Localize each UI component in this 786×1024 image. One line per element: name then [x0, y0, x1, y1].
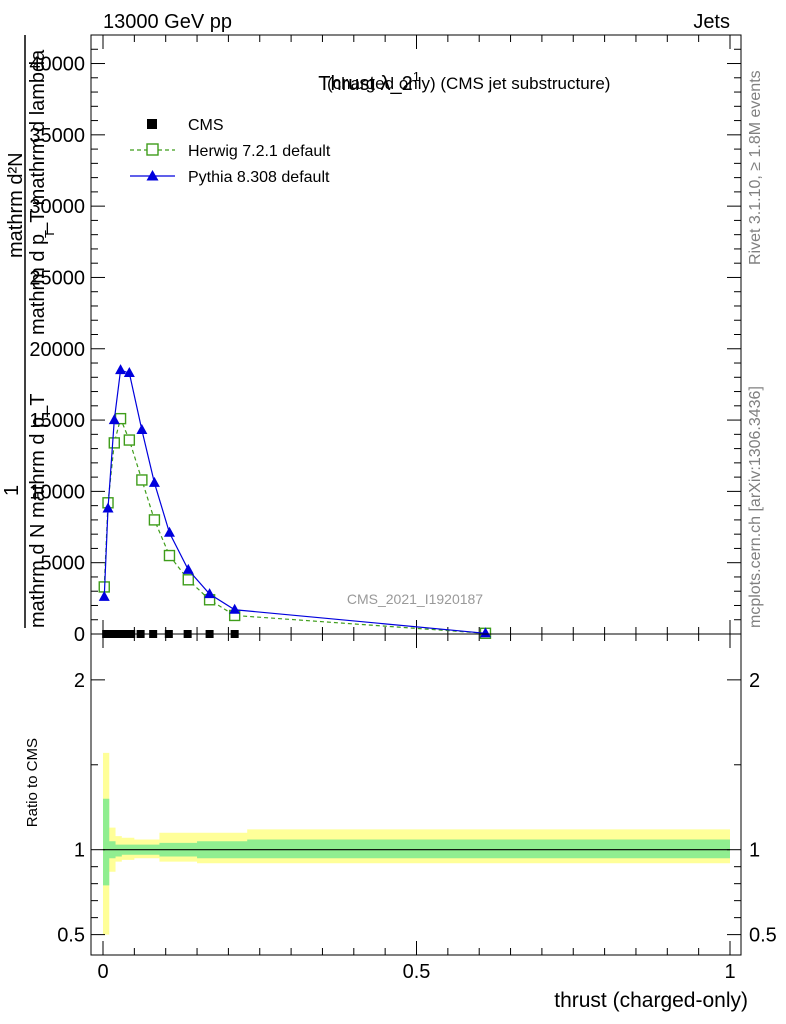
pythia-marker — [204, 588, 216, 599]
ylabel-sub: T — [42, 230, 57, 238]
analysis-watermark: CMS_2021_I1920187 — [347, 591, 483, 607]
main-axis-ticks — [91, 34, 741, 635]
plot-title: Thrust λ_21 — [318, 69, 420, 95]
legend-label-herwig: Herwig 7.2.1 default — [188, 143, 331, 160]
legend: CMS Herwig 7.2.1 default Pythia 8.308 de… — [130, 117, 331, 186]
ratio-frame — [90, 633, 742, 956]
main-ytick-label: 40000 — [29, 54, 85, 76]
ratio-band-inner — [103, 798, 730, 886]
main-ytick-label: 10000 — [29, 481, 85, 503]
ratio-y-axis-label: Ratio to CMS — [24, 738, 41, 827]
pythia-marker — [479, 627, 491, 638]
main-y-axis-label: mathrm d²N mathrm d p_T mathrm d lambda … — [1, 35, 57, 628]
herwig-marker — [136, 474, 148, 486]
main-ytick-label: 30000 — [29, 196, 85, 218]
main-ytick-label: 5000 — [41, 553, 86, 575]
ratio-ytick-label: 2 — [74, 670, 85, 692]
rivet-note: Rivet 3.1.10, ≥ 1.8M events — [747, 70, 764, 265]
x-tick-label: 0 — [97, 961, 108, 983]
main-ytick-label: 0 — [74, 624, 85, 646]
plot-title-suffix: (charged only) (CMS jet substructure) — [327, 74, 610, 93]
ratio-plot-panel: 0.5 0.51 12 2 0 0.5 1 Ratio to CMS thrust (ch… — [24, 633, 777, 1012]
pythia-marker — [182, 563, 194, 574]
pythia-marker — [98, 590, 110, 601]
legend-marker-pythia — [146, 170, 159, 181]
herwig-marker — [123, 434, 136, 446]
herwig-marker — [182, 574, 194, 586]
legend-marker-cms — [147, 119, 157, 129]
ratio-uncertainty-bands — [103, 752, 730, 935]
herwig-marker — [108, 437, 120, 449]
pythia-marker — [229, 603, 241, 614]
pythia-marker — [148, 476, 160, 487]
x-tick-labels: 0 0.5 1 — [97, 961, 735, 983]
main-plot-panel: 0 5000 10000 15000 20000 25000 30000 35000 40000… — [1, 34, 742, 646]
ylabel-top-b: mathrm d p_T mathrm d lambda — [27, 49, 49, 335]
x-axis-label: thrust (charged-only) — [554, 989, 748, 1012]
plot-title-sup: 1 — [413, 69, 420, 84]
pythia-marker — [115, 364, 127, 375]
legend-label-pythia: Pythia 8.308 default — [188, 169, 330, 186]
main-y-tick-labels: 0 5000 10000 15000 20000 25000 30000 35000 40000 — [29, 54, 85, 646]
pythia-marker — [136, 424, 148, 435]
main-ytick-label: 35000 — [29, 125, 85, 147]
mcplots-note: mcplots.cern.ch [arXiv:1306.3436] — [747, 386, 764, 628]
ratio-y-tick-labels: 0.5 0.5 1 1 2 2 — [57, 670, 777, 947]
ylabel-top: mathrm d²N — [5, 152, 27, 258]
ratio-ytick-label-right: 0.5 — [749, 925, 777, 947]
x-tick-label: 1 — [724, 961, 735, 983]
legend-label-cms: CMS — [188, 117, 224, 134]
pythia-marker — [123, 367, 135, 378]
ratio-axis-ticks — [91, 634, 741, 955]
herwig-marker — [163, 549, 176, 562]
pythia-marker — [163, 526, 175, 537]
ylabel-one: 1 — [1, 485, 23, 496]
main-ytick-label: 15000 — [29, 410, 85, 432]
x-tick-label: 0.5 — [403, 961, 431, 983]
legend-marker-herwig — [146, 143, 159, 156]
ratio-ytick-label-right: 2 — [749, 670, 760, 692]
main-ytick-label: 25000 — [29, 267, 85, 289]
header-left: 13000 GeV pp — [103, 11, 232, 33]
pythia-marker — [108, 414, 120, 425]
main-ytick-label: 20000 — [29, 339, 85, 361]
header-right: Jets — [693, 11, 730, 33]
herwig-marker — [148, 514, 161, 526]
ratio-ytick-label: 0.5 — [57, 925, 85, 947]
pythia-marker — [102, 502, 114, 513]
ratio-ytick-label: 1 — [74, 840, 85, 862]
ratio-ytick-label-right: 1 — [749, 840, 760, 862]
ylabel-bottom: mathrm d N mathrm d p_T — [27, 393, 49, 628]
